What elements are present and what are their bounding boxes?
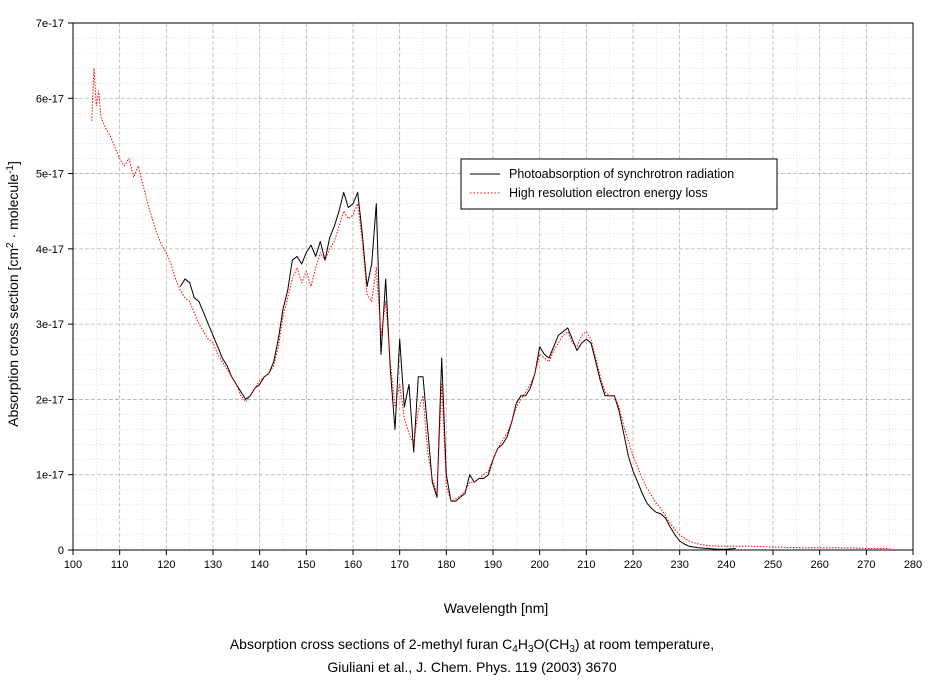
x-tick-label: 150 — [297, 559, 315, 571]
y-tick-label: 0 — [58, 545, 64, 557]
series-line-synchrotron — [179, 191, 736, 550]
legend-box — [460, 158, 778, 210]
x-tick-label: 100 — [64, 559, 82, 571]
x-tick-label: 140 — [250, 559, 268, 571]
y-tick-label: 7e-17 — [36, 18, 64, 30]
y-tick-label: 3e-17 — [36, 319, 64, 331]
x-tick-label: 130 — [204, 559, 222, 571]
y-tick-label: 6e-17 — [36, 93, 64, 105]
x-tick-label: 230 — [670, 559, 688, 571]
series-layer — [91, 67, 890, 550]
x-tick-label: 180 — [437, 559, 455, 571]
x-tick-label: 160 — [344, 559, 362, 571]
caption-line-1: Absorption cross sections of 2-methyl fu… — [229, 636, 715, 655]
y-axis-title: Absorption cross section [cm2 · molecule… — [5, 161, 21, 427]
x-tick-label: 280 — [904, 559, 922, 571]
x-tick-label: 170 — [390, 559, 408, 571]
caption-line-2: Giuliani et al., J. Chem. Phys. 119 (200… — [327, 659, 617, 675]
series-line-eels — [91, 67, 890, 549]
y-tick-label: 2e-17 — [36, 394, 64, 406]
x-tick-label: 240 — [717, 559, 735, 571]
y-axis-ticks: 0 1e-17 2e-17 3e-17 4e-17 5e-17 6e-17 7e-17 — [36, 18, 73, 557]
x-tick-label: 220 — [624, 559, 642, 571]
y-tick-label: 4e-17 — [36, 244, 64, 256]
major-grid — [73, 23, 913, 550]
x-tick-label: 270 — [857, 559, 875, 571]
x-tick-label: 120 — [157, 559, 175, 571]
x-tick-label: 190 — [484, 559, 502, 571]
x-tick-label: 110 — [111, 559, 129, 571]
x-tick-label: 210 — [577, 559, 595, 571]
x-tick-label: 250 — [764, 559, 782, 571]
x-tick-label: 200 — [530, 559, 548, 571]
absorption-chart: 100 110 120 130 140 150 160 170 180 190 200 210 220 2… — [5, 18, 922, 616]
y-tick-label: 1e-17 — [36, 470, 64, 482]
legend-label-eels: High resolution electron energy loss — [509, 186, 708, 200]
x-tick-label: 260 — [810, 559, 828, 571]
y-tick-label: 5e-17 — [36, 169, 64, 181]
legend: Photoabsorption of synchrotron radiation… — [460, 158, 778, 210]
legend-label-synchrotron: Photoabsorption of synchrotron radiation — [509, 167, 734, 181]
x-axis-title: Wavelength [nm] — [444, 600, 549, 616]
x-axis-ticks: 100 110 120 130 140 150 160 170 180 190 200 210 220 2… — [64, 550, 922, 571]
